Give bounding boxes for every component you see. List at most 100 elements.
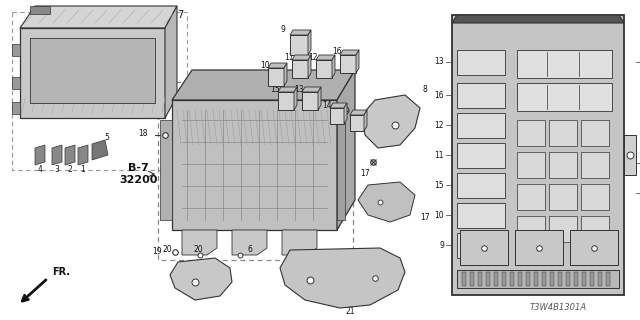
Polygon shape: [20, 6, 177, 28]
Bar: [581, 152, 609, 178]
Bar: [457, 143, 505, 168]
Text: 32200: 32200: [119, 175, 157, 185]
Bar: [340, 55, 356, 73]
Bar: [502, 272, 506, 286]
Text: 15: 15: [270, 84, 280, 93]
Polygon shape: [337, 70, 355, 230]
Text: 16: 16: [332, 47, 342, 57]
Polygon shape: [52, 145, 62, 165]
Text: 1: 1: [81, 165, 85, 174]
Bar: [457, 270, 619, 288]
Text: 11: 11: [284, 52, 294, 61]
Bar: [517, 184, 545, 210]
Polygon shape: [12, 77, 20, 89]
Bar: [452, 15, 624, 295]
Bar: [172, 100, 337, 230]
Polygon shape: [356, 50, 359, 73]
Bar: [549, 152, 577, 178]
Polygon shape: [362, 95, 420, 148]
Bar: [517, 120, 545, 146]
Polygon shape: [165, 6, 177, 118]
Bar: [550, 272, 554, 286]
Polygon shape: [350, 110, 367, 115]
Text: 9: 9: [439, 241, 444, 250]
Polygon shape: [282, 230, 317, 255]
Text: 13: 13: [435, 58, 444, 67]
Bar: [581, 216, 609, 242]
Text: 11: 11: [435, 150, 444, 159]
Bar: [581, 184, 609, 210]
Bar: [566, 272, 570, 286]
Polygon shape: [292, 55, 311, 60]
Bar: [292, 60, 308, 78]
Text: 17: 17: [420, 213, 430, 222]
Polygon shape: [30, 6, 50, 14]
Text: FR.: FR.: [52, 267, 70, 277]
Polygon shape: [268, 63, 287, 68]
Text: 20: 20: [193, 245, 203, 254]
Polygon shape: [182, 230, 217, 255]
Bar: [278, 92, 294, 110]
Bar: [494, 272, 498, 286]
Text: B-7: B-7: [127, 163, 148, 173]
Text: 2: 2: [68, 165, 72, 174]
Polygon shape: [280, 248, 405, 308]
Bar: [517, 83, 612, 111]
Polygon shape: [318, 87, 321, 110]
Polygon shape: [308, 55, 311, 78]
Bar: [478, 272, 482, 286]
Bar: [517, 216, 545, 242]
Bar: [590, 272, 594, 286]
Text: 16: 16: [435, 91, 444, 100]
Bar: [517, 50, 612, 78]
Bar: [457, 113, 505, 138]
Text: 21: 21: [345, 308, 355, 316]
Polygon shape: [332, 55, 335, 78]
Bar: [302, 92, 318, 110]
Bar: [457, 50, 505, 75]
Bar: [486, 272, 490, 286]
Text: 12: 12: [435, 121, 444, 130]
Polygon shape: [170, 258, 232, 300]
Bar: [457, 203, 505, 228]
Polygon shape: [302, 87, 321, 92]
Bar: [598, 272, 602, 286]
Bar: [158, 82, 353, 260]
Text: 9: 9: [344, 108, 349, 116]
Bar: [12, 12, 187, 170]
Bar: [549, 216, 577, 242]
Bar: [30, 38, 155, 103]
Polygon shape: [278, 87, 297, 92]
Text: 12: 12: [308, 52, 317, 61]
Text: 20: 20: [163, 245, 172, 254]
Bar: [470, 272, 474, 286]
Text: 5: 5: [104, 133, 109, 142]
Bar: [350, 115, 364, 131]
Text: 17: 17: [360, 169, 370, 178]
Polygon shape: [172, 70, 355, 100]
Bar: [624, 135, 636, 175]
Polygon shape: [12, 102, 20, 114]
Bar: [518, 272, 522, 286]
Polygon shape: [358, 182, 415, 222]
Bar: [570, 230, 618, 265]
Bar: [549, 184, 577, 210]
Polygon shape: [294, 87, 297, 110]
Text: 9: 9: [280, 26, 285, 35]
Bar: [457, 233, 505, 258]
Bar: [534, 272, 538, 286]
Polygon shape: [452, 15, 624, 23]
Text: 10: 10: [260, 60, 270, 69]
Text: T3W4B1301A: T3W4B1301A: [530, 303, 587, 313]
Text: 10: 10: [435, 211, 444, 220]
Polygon shape: [78, 145, 88, 165]
Bar: [582, 272, 586, 286]
Text: 14: 14: [322, 100, 332, 109]
Bar: [268, 68, 284, 86]
Bar: [515, 230, 563, 265]
Text: 13: 13: [294, 84, 304, 93]
Bar: [549, 120, 577, 146]
Text: 19: 19: [152, 247, 162, 257]
Bar: [457, 83, 505, 108]
Polygon shape: [316, 55, 335, 60]
